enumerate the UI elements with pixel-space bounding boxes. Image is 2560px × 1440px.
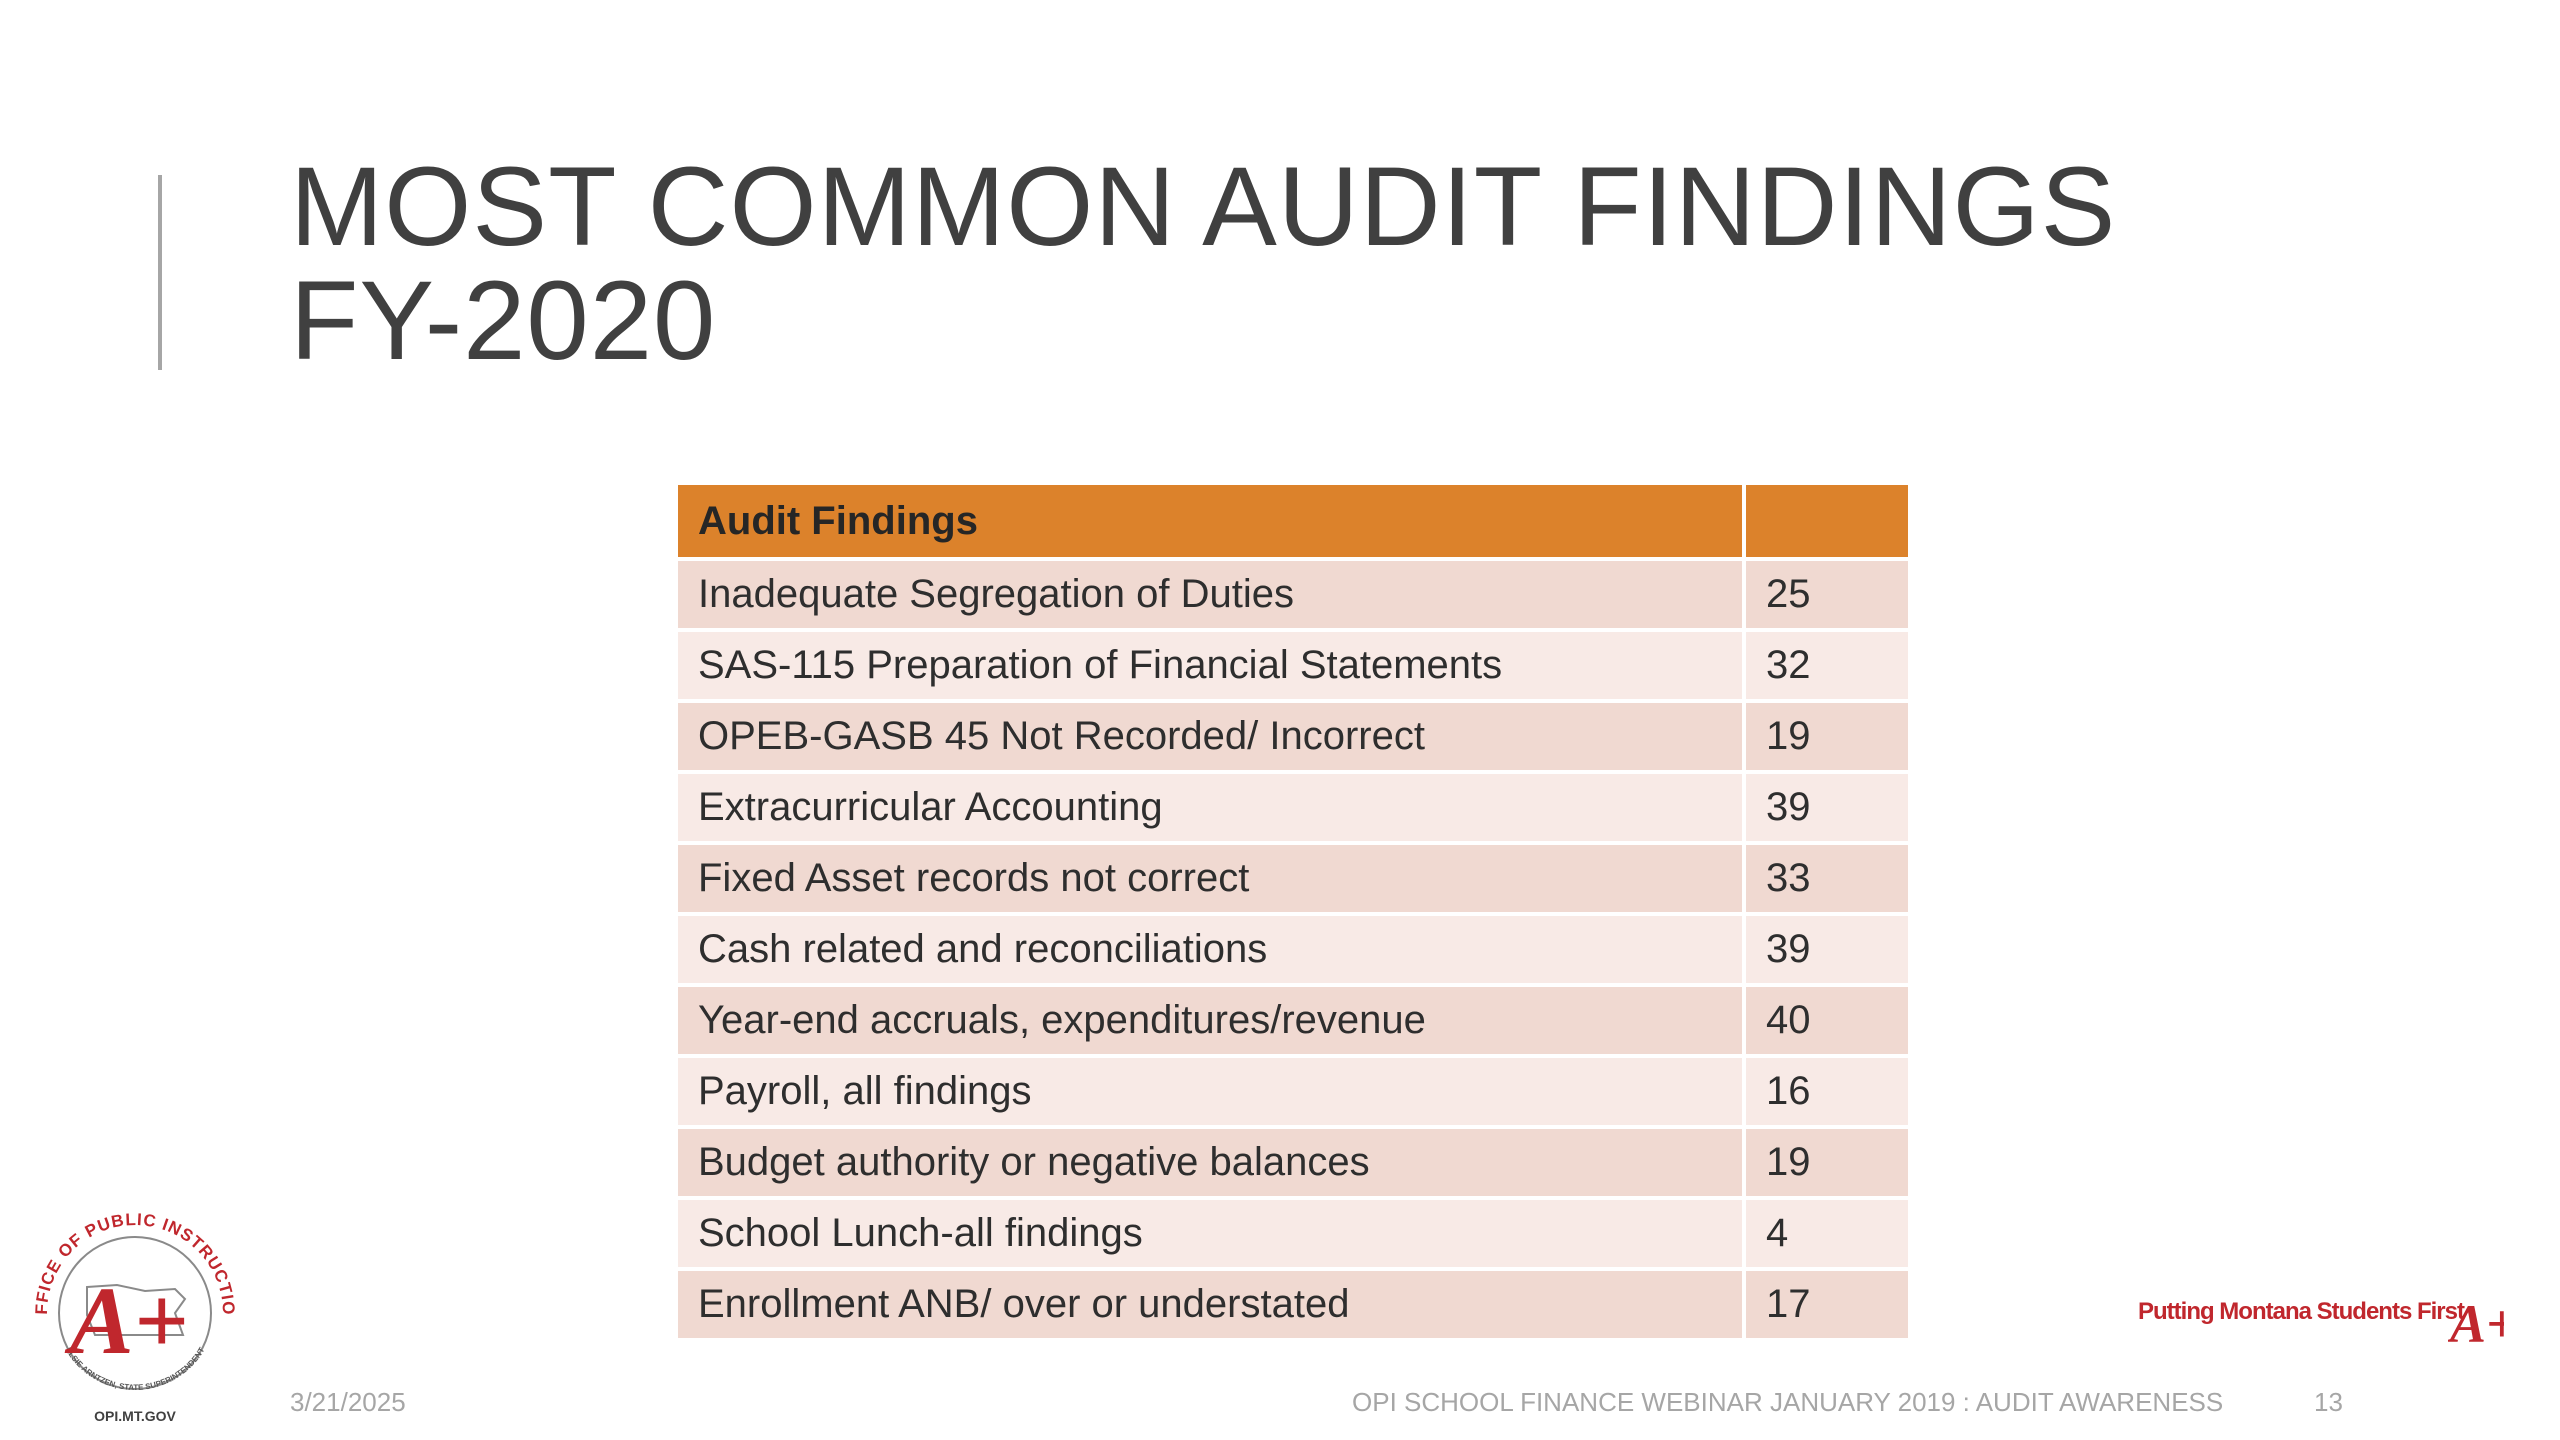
table-row: Inadequate Segregation of Duties 25: [678, 561, 1912, 632]
footer-text: OPI SCHOOL FINANCE WEBINAR JANUARY 2019 …: [1352, 1387, 2224, 1417]
slide-number: 13: [2314, 1387, 2343, 1417]
seal-grade-mark: A+: [65, 1267, 189, 1374]
finding-label: Extracurricular Accounting: [678, 774, 1746, 845]
table-row: Cash related and reconciliations 39: [678, 916, 1912, 987]
slide-title-line-1: MOST COMMON AUDIT FINDINGS: [290, 144, 2117, 269]
finding-label: SAS-115 Preparation of Financial Stateme…: [678, 632, 1746, 703]
svg-text:A+: A+: [2448, 1294, 2504, 1348]
finding-label: OPEB-GASB 45 Not Recorded/ Incorrect: [678, 703, 1746, 774]
table-header-row: Audit Findings: [678, 485, 1912, 561]
table-row: Extracurricular Accounting 39: [678, 774, 1912, 845]
finding-count: 4: [1746, 1200, 1912, 1271]
table-row: Payroll, all findings 16: [678, 1058, 1912, 1129]
table-row: Year-end accruals, expenditures/revenue …: [678, 987, 1912, 1058]
finding-label: Budget authority or negative balances: [678, 1129, 1746, 1200]
header-findings: Audit Findings: [678, 485, 1746, 561]
finding-count: 16: [1746, 1058, 1912, 1129]
table-row: Fixed Asset records not correct 33: [678, 845, 1912, 916]
finding-label: Enrollment ANB/ over or understated: [678, 1271, 1746, 1342]
audit-findings-table: Audit Findings Inadequate Segregation of…: [678, 485, 1912, 1342]
slide-title-line-2: FY-2020: [290, 258, 717, 383]
slide-title: MOST COMMON AUDIT FINDINGS FY-2020: [290, 150, 2116, 378]
table-row: School Lunch-all findings 4: [678, 1200, 1912, 1271]
finding-label: Year-end accruals, expenditures/revenue: [678, 987, 1746, 1058]
opi-seal-logo: OFFICE OF PUBLIC INSTRUCTION ELSIE ARNTZ…: [25, 1195, 237, 1424]
header-count: [1746, 485, 1912, 561]
finding-count: 19: [1746, 1129, 1912, 1200]
finding-count: 33: [1746, 845, 1912, 916]
finding-label: School Lunch-all findings: [678, 1200, 1746, 1271]
finding-count: 40: [1746, 987, 1912, 1058]
table-row: OPEB-GASB 45 Not Recorded/ Incorrect 19: [678, 703, 1912, 774]
brand-tagline: Putting Montana Students First: [2138, 1298, 2465, 1325]
finding-label: Cash related and reconciliations: [678, 916, 1746, 987]
finding-count: 39: [1746, 916, 1912, 987]
brand-aplus-mark: A+: [2448, 1294, 2504, 1348]
finding-count: 32: [1746, 632, 1912, 703]
title-accent-rule: [158, 175, 162, 370]
montana-outline-icon: [86, 1283, 187, 1336]
finding-count: 25: [1746, 561, 1912, 632]
finding-label: Fixed Asset records not correct: [678, 845, 1746, 916]
table-row: Budget authority or negative balances 19: [678, 1129, 1912, 1200]
finding-count: 17: [1746, 1271, 1912, 1342]
finding-count: 39: [1746, 774, 1912, 845]
table-row: SAS-115 Preparation of Financial Stateme…: [678, 632, 1912, 703]
finding-label: Payroll, all findings: [678, 1058, 1746, 1129]
finding-count: 19: [1746, 703, 1912, 774]
finding-label: Inadequate Segregation of Duties: [678, 561, 1746, 632]
table-row: Enrollment ANB/ over or understated 17: [678, 1271, 1912, 1342]
seal-website: OPI.MT.GOV: [94, 1408, 176, 1424]
footer-date: 3/21/2025: [290, 1387, 406, 1417]
